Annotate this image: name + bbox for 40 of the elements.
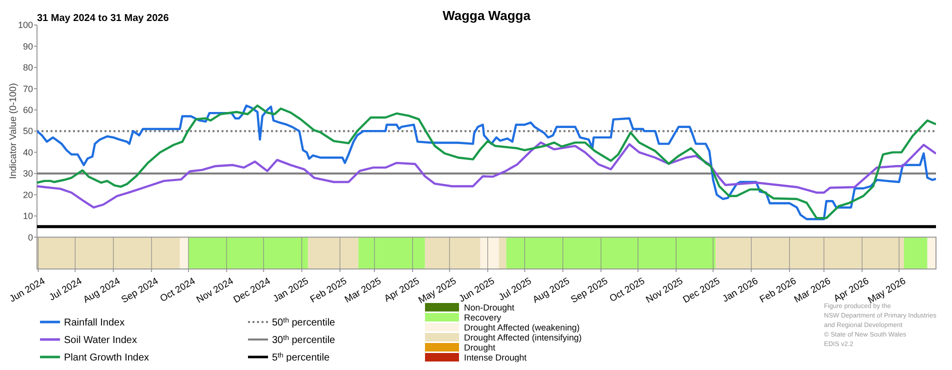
x-tick-label: Jun 2024 — [8, 276, 48, 305]
y-tick-label: 0 — [28, 232, 33, 242]
x-tick-label: Jan 2025 — [271, 276, 311, 305]
y-tick-label: 10 — [22, 211, 33, 222]
text: Drought — [464, 342, 496, 353]
x-tick-label: Jan 2026 — [720, 276, 760, 305]
y-tick-label: 70 — [22, 84, 33, 94]
x-tick-label: Dec 2024 — [232, 276, 272, 306]
line-series — [37, 141, 936, 209]
text: Non-Drought — [464, 302, 515, 313]
legend-label: 50$^{th}$ percentile — [272, 316, 336, 328]
x-tick-label: Oct 2025 — [608, 276, 647, 305]
legend-label: Plant Growth Index — [64, 352, 150, 364]
x-tick-label: Sep 2024 — [120, 276, 160, 306]
legend-label: Drought Affected (intensifying) — [464, 332, 582, 343]
x-tick-label: Aug 2024 — [81, 276, 122, 306]
x-tick-label: Dec 2025 — [681, 276, 722, 306]
legend-label: Soil Water Index — [64, 335, 137, 346]
x-tick-label: Jul 2024 — [47, 276, 84, 304]
text: Intense Drought — [464, 352, 528, 363]
x-tick-label: Aug 2025 — [530, 276, 572, 306]
x-tick-label: Jun 2025 — [457, 276, 497, 305]
chart-title: Wagga Wagga — [442, 8, 532, 23]
y-tick-label: 100 — [18, 20, 33, 30]
y-tick-label: 50 — [22, 126, 33, 136]
y-tick-label: 90 — [22, 41, 33, 52]
y-tick-label: 30 — [22, 168, 33, 179]
y-tick-label: 40 — [22, 147, 33, 158]
chart-subtitle: 31 May 2024 to 31 May 2026 — [37, 13, 170, 24]
x-tick-label: Sep 2025 — [569, 276, 610, 306]
y-tick-label: 80 — [22, 62, 33, 73]
x-tick-label: Oct 2024 — [158, 276, 198, 305]
y-tick-label: 60 — [22, 105, 33, 116]
x-tick-label: Jul 2025 — [496, 276, 534, 304]
y-tick-label: 20 — [22, 190, 33, 200]
y-axis-title: Indicator Value (0-100) — [8, 83, 19, 180]
legend-label: Drought Affected (weakening) — [464, 322, 580, 333]
legend-label: Recovery — [464, 312, 502, 323]
legend-label: 30$^{th}$ percentile — [272, 334, 336, 346]
legend-label: Rainfall Index — [64, 318, 125, 328]
